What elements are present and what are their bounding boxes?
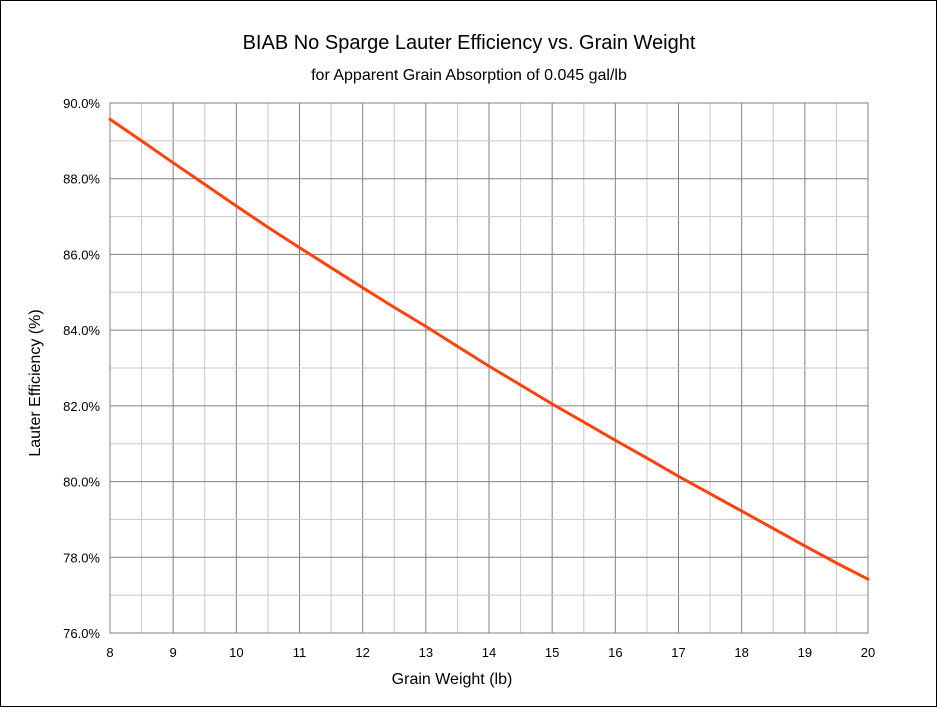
- x-axis-ticks: 8 9 10 11 12 13 14 15 16 17 18 19 20: [106, 645, 875, 660]
- x-tick-label: 12: [355, 645, 369, 660]
- chart-subtitle: for Apparent Grain Absorption of 0.045 g…: [311, 67, 627, 84]
- x-tick-label: 10: [229, 645, 243, 660]
- x-tick-label: 11: [293, 645, 307, 660]
- y-tick-label: 90.0%: [63, 96, 100, 111]
- x-tick-label: 15: [545, 645, 559, 660]
- x-tick-label: 9: [170, 645, 177, 660]
- y-axis-ticks: 76.0% 78.0% 80.0% 82.0% 84.0% 86.0% 88.0% 90.0%: [63, 96, 100, 641]
- series-line: [108, 117, 870, 581]
- y-tick-label: 76.0%: [63, 626, 100, 641]
- x-tick-label: 16: [608, 645, 622, 660]
- x-tick-label: 18: [734, 645, 748, 660]
- x-axis-label: Grain Weight (lb): [392, 671, 513, 688]
- plot-area-border: [109, 102, 869, 634]
- x-tick-label: 20: [861, 645, 875, 660]
- y-tick-label: 80.0%: [63, 475, 100, 490]
- y-axis-label: Lauter Efficiency (%): [27, 309, 44, 456]
- grid: [109, 102, 869, 634]
- y-tick-label: 84.0%: [63, 323, 100, 338]
- x-tick-label: 13: [419, 645, 433, 660]
- x-tick-label: 8: [106, 645, 113, 660]
- x-tick-label: 17: [671, 645, 685, 660]
- y-tick-label: 82.0%: [63, 399, 100, 414]
- y-tick-label: 88.0%: [63, 172, 100, 187]
- chart-title: BIAB No Sparge Lauter Efficiency vs. Gra…: [243, 32, 696, 54]
- y-tick-label: 86.0%: [63, 247, 100, 262]
- x-tick-label: 19: [798, 645, 812, 660]
- y-tick-label: 78.0%: [63, 550, 100, 565]
- x-tick-label: 14: [482, 645, 496, 660]
